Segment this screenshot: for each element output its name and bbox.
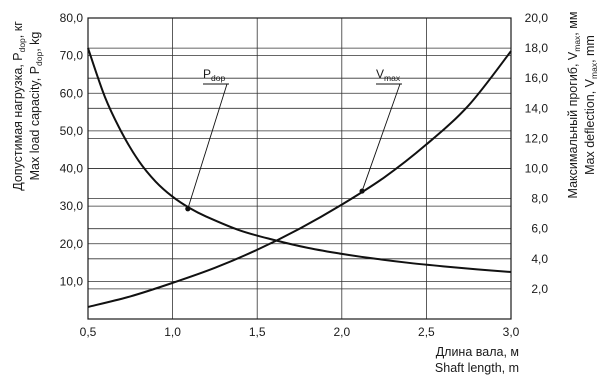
x-tick-label: 3,0 <box>503 325 520 339</box>
y-right-tick-label: 6,0 <box>531 222 548 236</box>
y-left-label-ru: Допустимая нагрузка, Pdop, кг <box>11 21 27 191</box>
y-right-label-ru: Максимальный прогиб, Vmax, мм <box>566 12 582 199</box>
y-right-tick-label: 16,0 <box>525 71 549 85</box>
y-left-tick-label: 60,0 <box>60 86 84 100</box>
annotation-leader <box>187 83 228 209</box>
y-left-tick-labels: 10,0 20,0 30,0 40,0 50,0 60,0 70,0 80,0 <box>60 11 84 288</box>
y-left-tick-label: 40,0 <box>60 162 84 176</box>
annotation-label: Pdop <box>203 67 225 83</box>
series-line-v-max <box>87 50 512 308</box>
series-lines <box>87 47 512 308</box>
y-left-tick-label: 30,0 <box>60 199 84 213</box>
y-left-label-en: Max load capacity, Pdop, kg <box>28 32 44 181</box>
grid <box>87 17 512 319</box>
y-left-tick-label: 10,0 <box>60 274 84 288</box>
y-right-tick-label: 20,0 <box>525 11 549 25</box>
y-right-label-en: Max deflection, Vmax, mm <box>583 35 599 175</box>
x-tick-label: 1,0 <box>164 325 181 339</box>
y-right-tick-label: 10,0 <box>525 162 549 176</box>
annotations: Pdop Vmax <box>185 67 402 212</box>
annotation-label: Vmax <box>376 67 401 83</box>
annotation-leader <box>361 83 401 192</box>
y-left-tick-label: 80,0 <box>60 11 84 25</box>
y-left-tick-label: 50,0 <box>60 124 84 138</box>
y-left-tick-label: 20,0 <box>60 237 84 251</box>
y-right-tick-label: 14,0 <box>525 101 549 115</box>
x-tick-label: 2,5 <box>418 325 435 339</box>
series-line-p-dop <box>87 47 512 273</box>
x-tick-label: 0,5 <box>80 325 97 339</box>
x-tick-labels: 0,5 1,0 1,5 2,0 2,5 3,0 <box>80 325 520 339</box>
y-right-tick-label: 8,0 <box>531 192 548 206</box>
x-axis-label-ru: Длина вала, м <box>436 345 519 359</box>
y-right-tick-label: 4,0 <box>531 252 548 266</box>
y-right-tick-label: 12,0 <box>525 131 549 145</box>
plot-frame <box>87 17 512 320</box>
x-tick-label: 1,5 <box>249 325 266 339</box>
y-right-tick-label: 18,0 <box>525 41 549 55</box>
y-right-tick-labels: 2,0 4,0 6,0 8,0 10,0 12,0 14,0 16,0 18,0 20,0 <box>525 11 549 296</box>
x-tick-label: 2,0 <box>333 325 350 339</box>
y-right-tick-label: 2,0 <box>531 282 548 296</box>
y-left-tick-label: 70,0 <box>60 49 84 63</box>
x-axis-label-en: Shaft length, m <box>435 361 519 375</box>
